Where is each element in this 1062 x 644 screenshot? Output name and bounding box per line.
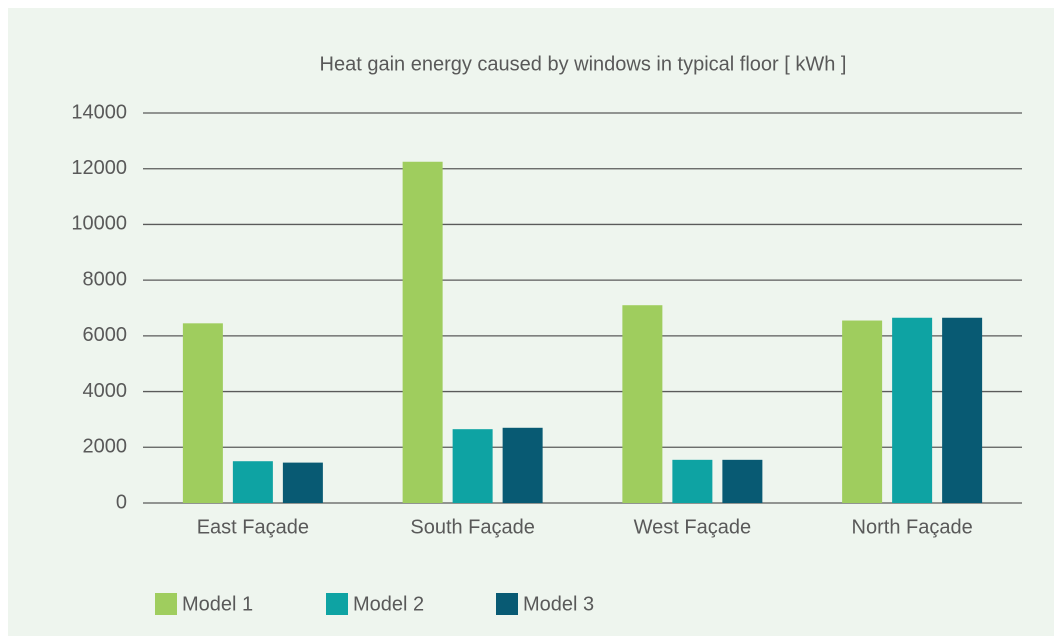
- legend-swatch: [496, 593, 518, 615]
- legend-swatch: [155, 593, 177, 615]
- bar: [232, 461, 273, 503]
- x-tick-label: South Façade: [410, 516, 535, 538]
- y-tick-label: 2000: [83, 436, 128, 458]
- bar: [452, 429, 493, 503]
- y-tick-label: 14000: [71, 101, 127, 123]
- y-tick-label: 8000: [83, 268, 128, 290]
- x-tick-label: East Façade: [197, 516, 309, 538]
- bar: [402, 161, 443, 503]
- bar: [722, 459, 763, 503]
- bar: [502, 427, 543, 503]
- bar: [672, 459, 713, 503]
- legend-label: Model 1: [182, 593, 253, 615]
- bar: [282, 462, 323, 503]
- bar: [622, 305, 663, 503]
- bar: [942, 317, 983, 503]
- legend-label: Model 3: [523, 593, 594, 615]
- y-tick-label: 6000: [83, 324, 128, 346]
- x-tick-label: North Façade: [852, 516, 973, 538]
- y-tick-label: 10000: [71, 213, 127, 235]
- y-tick-label: 0: [116, 491, 127, 513]
- legend-label: Model 2: [353, 593, 424, 615]
- bar: [842, 320, 883, 503]
- legend-swatch: [326, 593, 348, 615]
- bar: [182, 323, 223, 503]
- y-tick-label: 4000: [83, 380, 128, 402]
- y-tick-label: 12000: [71, 157, 127, 179]
- x-tick-label: West Façade: [634, 516, 751, 538]
- chart-title: Heat gain energy caused by windows in ty…: [320, 53, 847, 75]
- bar: [892, 317, 933, 503]
